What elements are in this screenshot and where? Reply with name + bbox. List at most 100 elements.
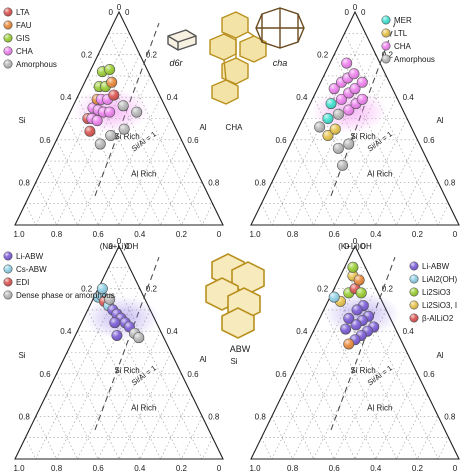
data-point [91, 115, 103, 127]
left-tick-label: 0.2 [81, 285, 93, 294]
right-tick-label: 0.4 [167, 327, 179, 336]
triangle-frame [250, 244, 460, 460]
left-tick-label: 0.8 [19, 178, 31, 187]
data-point [332, 108, 344, 120]
data-point [117, 100, 129, 112]
data-point [337, 159, 349, 171]
right-tick-label: 0.4 [167, 93, 179, 102]
legend-marker-shading [3, 33, 13, 43]
data-point [118, 123, 130, 135]
bottom-tick-label: 0.2 [412, 230, 424, 239]
si-al-ratio-line [330, 256, 396, 431]
left-tick-label: 0 [109, 8, 114, 17]
data-point [105, 130, 117, 142]
legend-marker-shading [3, 264, 13, 274]
legend-marker-shading [3, 277, 13, 287]
legend: MER LTL CHA Amorphous [381, 15, 435, 64]
bottom-tick-label: 1.0 [249, 464, 261, 473]
left-tick-label: 0.8 [255, 178, 267, 187]
legend-marker-shading [409, 313, 419, 323]
legend-label: Li2SiO3, I [422, 301, 457, 310]
bottom-tick-label: 0.8 [287, 464, 299, 473]
left-tick-label: 0.4 [60, 93, 72, 102]
corner-label-left: CHA [226, 123, 244, 132]
left-tick-label: 0.8 [255, 412, 267, 421]
data-point [343, 338, 355, 350]
legend-label: FAU [16, 21, 32, 30]
data-point [355, 287, 367, 299]
legend-marker-shading [381, 54, 391, 64]
left-tick-label: 0 [345, 8, 350, 17]
data-point [111, 329, 123, 341]
data-point [332, 142, 344, 154]
si-al-ratio-line [94, 256, 160, 431]
si-rich-label: Si Rich [114, 366, 139, 375]
legend-marker-shading [3, 290, 13, 300]
right-tick-label: 0.6 [187, 136, 199, 145]
legend-label: Amorphous [394, 55, 435, 64]
right-tick-label: 0.6 [423, 136, 435, 145]
bottom-tick-label: 1.0 [13, 464, 25, 473]
corner-label-right: Al [199, 355, 206, 364]
legend-label: Li-ABW [16, 252, 44, 261]
triangle-frame [14, 10, 224, 226]
left-tick-label: 0.4 [60, 327, 72, 336]
bottom-tick-label: 0.8 [51, 464, 63, 473]
data-point [131, 106, 143, 118]
legend-label: Li2SiO3 [422, 288, 451, 297]
data-point [340, 323, 352, 335]
data-point [341, 57, 353, 69]
right-tick-label: 0.2 [146, 51, 158, 60]
left-tick-label: 0.4 [296, 327, 308, 336]
right-tick-label: 0.2 [146, 285, 158, 294]
corner-label-right: Al [436, 116, 443, 125]
al-rich-label: Al Rich [131, 169, 156, 178]
bottom-tick-label: 0.2 [412, 464, 424, 473]
bottom-tick-label: 0 [217, 230, 222, 239]
left-tick-label: 0.8 [19, 412, 31, 421]
left-tick-label: 0.6 [39, 136, 51, 145]
legend-marker-shading [409, 300, 419, 310]
left-tick-label: 0.2 [317, 285, 329, 294]
legend-label: GIS [16, 34, 30, 43]
right-tick-label: 0.2 [382, 285, 394, 294]
bottom-tick-label: 0.6 [329, 230, 341, 239]
legend-marker-shading [3, 59, 13, 69]
left-tick-label: 0.2 [81, 51, 93, 60]
bottom-tick-label: 0.6 [93, 464, 105, 473]
legend: Li-ABW LiAl2(OH) Li2SiO3 Li2SiO3, I β-AlLiO2 [409, 261, 457, 323]
left-tick-label: 0.6 [275, 136, 287, 145]
data-point [104, 106, 116, 118]
legend-label: Cs-ABW [16, 265, 47, 274]
cha-structure-illustration [167, 7, 305, 105]
bottom-tick-label: 0.4 [134, 230, 146, 239]
bottom-tick-label: 0.4 [370, 230, 382, 239]
legend: Li-ABW Cs-ABW EDI Dense phase or amorphous [3, 251, 115, 300]
data-point [109, 317, 121, 329]
legend-marker-shading [3, 20, 13, 30]
si-rich-label: Si Rich [350, 366, 375, 375]
legend-marker-shading [3, 251, 13, 261]
data-point [356, 93, 368, 105]
bottom-tick-label: 1.0 [249, 230, 261, 239]
right-tick-label: 0 [125, 242, 130, 251]
right-tick-label: 0.6 [187, 370, 199, 379]
triangle-frame [14, 244, 224, 460]
legend-marker-shading [381, 28, 391, 38]
left-tick-label: 0.6 [275, 370, 287, 379]
right-tick-label: 0 [361, 242, 366, 251]
al-rich-label: Al Rich [131, 403, 156, 412]
data-point [104, 64, 116, 76]
bottom-tick-label: 0.8 [287, 230, 299, 239]
legend-label: Li-ABW [422, 262, 450, 271]
legend-label: MER [394, 16, 412, 25]
data-point [356, 76, 368, 88]
right-tick-label: 0 [125, 8, 130, 17]
right-tick-label: 0.6 [423, 370, 435, 379]
right-tick-label: 0.8 [444, 412, 456, 421]
corner-label-left: Si [18, 116, 25, 125]
data-point [353, 274, 365, 286]
cha-cage-icon [255, 7, 305, 49]
legend-label: Amorphous [16, 60, 57, 69]
